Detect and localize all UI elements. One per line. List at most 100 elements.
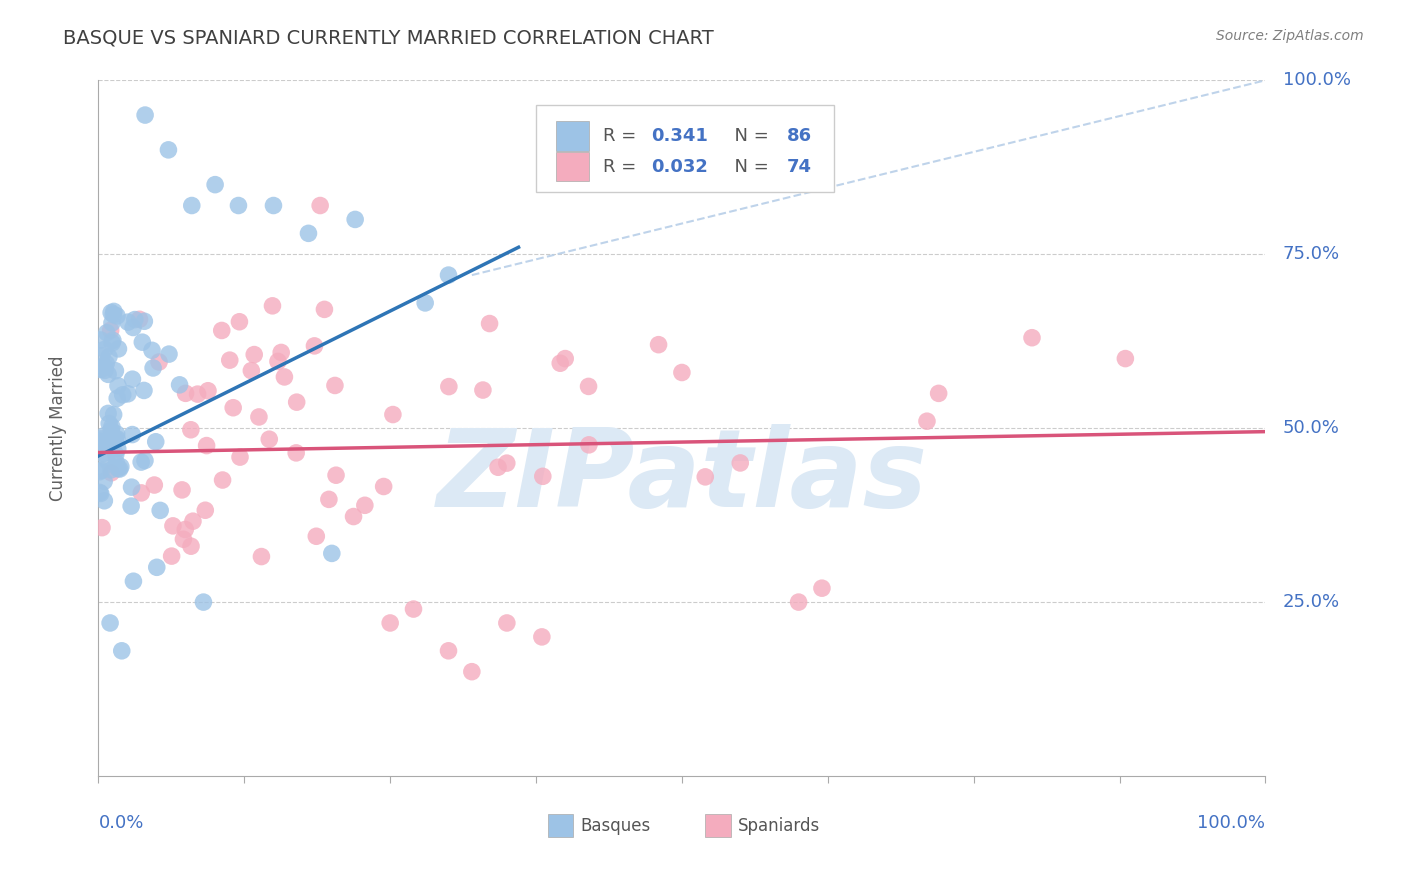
Point <box>267 354 290 368</box>
Point <box>273 370 295 384</box>
Point <box>105 426 128 441</box>
Point <box>110 459 132 474</box>
Point <box>90 434 112 449</box>
Point <box>120 499 142 513</box>
Text: BASQUE VS SPANIARD CURRENTLY MARRIED CORRELATION CHART: BASQUE VS SPANIARD CURRENTLY MARRIED COR… <box>63 29 714 47</box>
Point <box>132 384 155 398</box>
Point <box>131 486 153 500</box>
Point <box>103 304 125 318</box>
Point <box>90 486 112 500</box>
Point <box>437 644 460 658</box>
Point <box>671 366 693 380</box>
Text: 75.0%: 75.0% <box>1282 245 1340 263</box>
Point <box>111 644 134 658</box>
Point <box>93 447 115 461</box>
Point <box>117 315 139 329</box>
Point <box>111 388 134 402</box>
Point <box>96 454 118 468</box>
Point <box>353 498 375 512</box>
Point <box>787 595 810 609</box>
Point <box>647 337 669 351</box>
Point <box>122 574 145 589</box>
Text: 0.341: 0.341 <box>651 127 709 145</box>
Point <box>104 432 127 446</box>
Point <box>181 514 204 528</box>
Point <box>107 342 129 356</box>
Point <box>90 349 112 363</box>
Point <box>90 362 112 376</box>
FancyBboxPatch shape <box>706 814 731 838</box>
Point <box>91 521 114 535</box>
Point <box>811 581 834 595</box>
Point <box>211 323 233 337</box>
Point <box>730 456 752 470</box>
Point <box>413 296 436 310</box>
Point <box>146 560 169 574</box>
Point <box>105 392 128 406</box>
Point <box>93 493 115 508</box>
Point <box>174 523 197 537</box>
Point <box>285 395 308 409</box>
Point <box>218 353 240 368</box>
Point <box>100 466 122 480</box>
Point <box>250 549 273 564</box>
Point <box>578 379 600 393</box>
Point <box>247 409 270 424</box>
FancyBboxPatch shape <box>548 814 574 838</box>
Point <box>97 368 120 382</box>
Point <box>314 302 336 317</box>
Point <box>121 427 143 442</box>
Point <box>240 364 263 378</box>
Point <box>97 350 120 364</box>
Point <box>478 317 501 331</box>
Text: Spaniards: Spaniards <box>738 817 820 835</box>
Point <box>122 320 145 334</box>
Point <box>1114 351 1136 366</box>
Point <box>142 361 165 376</box>
Point <box>100 463 122 477</box>
Point <box>98 615 121 630</box>
Point <box>402 602 425 616</box>
Point <box>548 356 571 370</box>
Point <box>90 463 112 477</box>
Point <box>93 343 115 357</box>
Point <box>160 549 183 563</box>
Point <box>496 615 519 630</box>
Point <box>915 414 938 428</box>
Point <box>318 492 340 507</box>
Point <box>187 387 209 401</box>
Point <box>304 339 326 353</box>
Point <box>486 460 509 475</box>
Point <box>105 309 128 323</box>
Point <box>131 335 153 350</box>
Point <box>495 456 517 470</box>
Point <box>90 333 112 347</box>
Point <box>104 364 127 378</box>
Point <box>325 468 347 483</box>
Point <box>134 314 156 328</box>
Point <box>89 485 111 500</box>
Point <box>134 108 156 122</box>
Point <box>530 630 553 644</box>
Point <box>437 268 460 282</box>
Point <box>105 456 128 470</box>
FancyBboxPatch shape <box>555 152 589 181</box>
Point <box>162 519 184 533</box>
Point <box>342 509 364 524</box>
Point <box>437 379 460 393</box>
Point <box>94 363 117 377</box>
Point <box>93 359 115 374</box>
Point <box>103 408 125 422</box>
Point <box>211 473 233 487</box>
Text: 100.0%: 100.0% <box>1282 71 1351 89</box>
Point <box>96 357 118 371</box>
Point <box>228 198 250 212</box>
Text: 0.032: 0.032 <box>651 158 709 176</box>
Point <box>262 299 284 313</box>
Text: 50.0%: 50.0% <box>1282 419 1340 437</box>
Point <box>197 384 219 398</box>
Point <box>107 461 129 475</box>
Point <box>100 323 122 337</box>
Text: N =: N = <box>723 158 775 176</box>
Text: R =: R = <box>603 127 641 145</box>
